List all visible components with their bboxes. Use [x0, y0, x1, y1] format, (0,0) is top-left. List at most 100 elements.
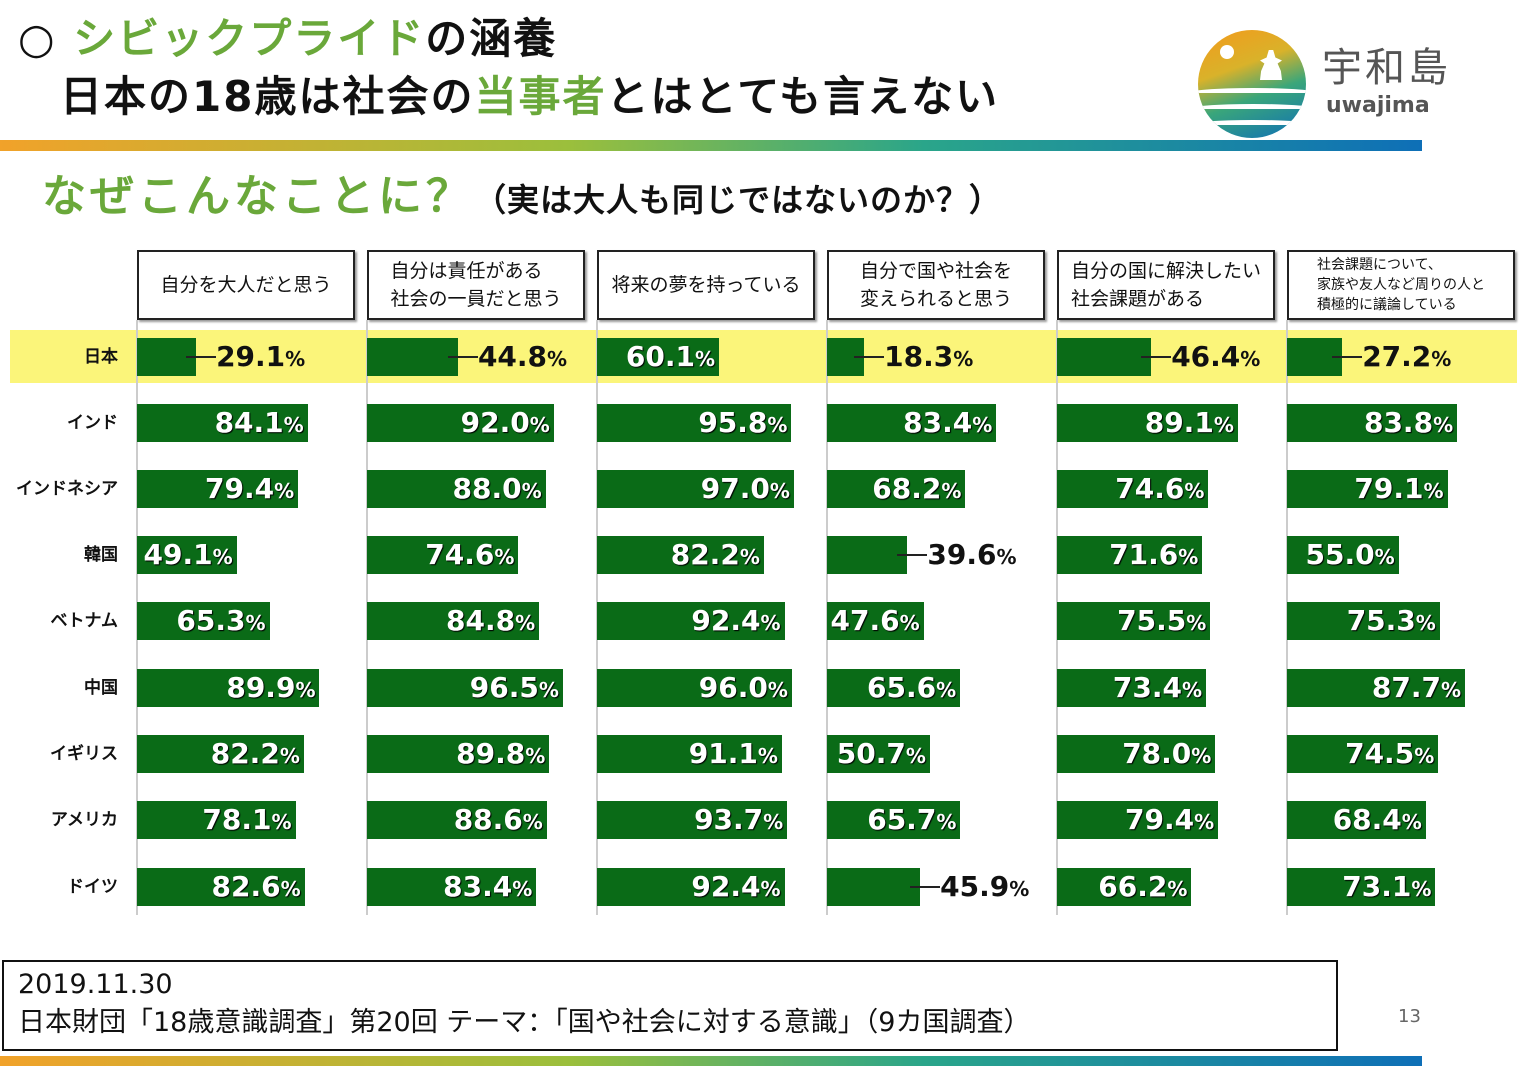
bar [597, 868, 785, 906]
bar [367, 669, 563, 707]
bar [827, 536, 908, 574]
data-label: 79.4% [1125, 803, 1215, 836]
header-line: 社会課題について、 [1317, 257, 1442, 273]
data-label: 82.2% [210, 737, 300, 770]
bar [1057, 404, 1238, 442]
data-label: 83.4% [443, 870, 533, 903]
page-number: 13 [1398, 1006, 1421, 1027]
bar [1287, 868, 1436, 906]
leader-line [186, 356, 217, 358]
bar [367, 404, 554, 442]
bar [827, 669, 961, 707]
header-line: 自分で国や社会を [859, 260, 1012, 282]
data-label: 65.6% [867, 671, 957, 704]
footer-divider [0, 1056, 1422, 1066]
data-label: 27.2% [1362, 340, 1452, 373]
slide-title-line2: 日本の18歳は社会の当事者とはとても言えない [60, 72, 999, 122]
row-label: 韓国 [84, 545, 118, 565]
bar [597, 735, 782, 773]
column-header: 自分の国に解決したい 社会課題がある [1057, 250, 1275, 320]
title-highlight: シビックプライド [73, 14, 426, 63]
leader-line [897, 554, 928, 556]
row-label: 中国 [84, 678, 118, 698]
bullet: ○ [18, 14, 74, 63]
data-label: 82.6% [211, 870, 301, 903]
data-label: 49.1% [143, 538, 233, 571]
data-label: 83.4% [903, 406, 993, 439]
data-label: 68.4% [1332, 803, 1422, 836]
data-label: 89.1% [1144, 406, 1234, 439]
logo-kanji: 宇和島 [1322, 45, 1451, 91]
bar [827, 602, 924, 640]
leader-line [1332, 356, 1363, 358]
data-label: 44.8% [477, 340, 568, 373]
row-label: ベトナム [50, 611, 119, 631]
header-divider [0, 140, 1422, 151]
header-line: 自分は責任がある [390, 260, 543, 282]
data-label: 92.0% [460, 406, 550, 439]
data-label: 55.0% [1305, 538, 1395, 571]
data-label: 39.6% [927, 538, 1017, 571]
data-label: 92.4% [691, 870, 781, 903]
bar [367, 338, 458, 376]
leader-line [1141, 356, 1172, 358]
header-line: 自分を大人だと思う [160, 274, 332, 296]
source-box: 2019.11.30 日本財団「18歳意識調査」第20回 テーマ：「国や社会に対… [2, 960, 1338, 1051]
data-label: 73.1% [1342, 870, 1432, 903]
bar [1287, 735, 1439, 773]
logo-roman: uwajima [1326, 93, 1430, 118]
data-label: 92.4% [691, 604, 781, 637]
data-label: 84.1% [214, 406, 304, 439]
bar [1287, 536, 1399, 574]
data-label: 74.5% [1345, 737, 1435, 770]
data-label: 65.7% [867, 803, 957, 836]
bar [137, 669, 320, 707]
column-header: 自分を大人だと思う [137, 250, 355, 320]
data-label: 97.0% [700, 472, 790, 505]
column-header-text: 自分を大人だと思う [160, 271, 331, 299]
bar [1057, 868, 1192, 906]
header-line: 自分の国に解決したい [1070, 260, 1261, 282]
bar [137, 801, 296, 839]
column-header-text: 自分の国に解決したい 社会課題がある [1071, 257, 1261, 313]
data-label: 79.1% [1354, 472, 1444, 505]
source-text: 日本財団「18歳意識調査」第20回 テーマ：「国や社会に対する意識」（9カ国調査… [18, 1007, 1031, 1038]
data-label: 47.6% [830, 604, 920, 637]
data-label: 87.7% [1371, 671, 1462, 704]
bar [1057, 735, 1216, 773]
bar [1287, 669, 1466, 707]
bar [1057, 338, 1152, 376]
column-header-text: 社会課題について、 家族や友人など周りの人と 積極的に議論している [1317, 255, 1485, 315]
row-label: ドイツ [67, 877, 118, 897]
leader-line [854, 356, 885, 358]
japan-highlight-row [10, 330, 1517, 383]
row-label: インド [67, 413, 118, 433]
column-header: 社会課題について、 家族や友人など周りの人と 積極的に議論している [1287, 250, 1515, 320]
data-label: 78.0% [1122, 737, 1212, 770]
bar [597, 404, 792, 442]
subtitle-question: なぜこんなことに？ [42, 171, 474, 222]
bar [1057, 470, 1209, 508]
bar [827, 735, 930, 773]
title-text: とはとても言えない [606, 72, 1000, 121]
data-label: 74.6% [425, 538, 515, 571]
column-header: 将来の夢を持っている [597, 250, 815, 320]
bar [827, 801, 961, 839]
data-label: 74.6% [1115, 472, 1205, 505]
row-label: アメリカ [50, 810, 118, 830]
bar [827, 470, 966, 508]
data-label: 29.1% [216, 340, 306, 373]
header-line: 積極的に議論している [1317, 297, 1457, 313]
bar [137, 735, 304, 773]
header-line: 変えられると思う [859, 288, 1012, 310]
column-header-text: 将来の夢を持っている [611, 271, 800, 299]
row-label: 日本 [84, 347, 118, 367]
data-label: 66.2% [1098, 870, 1188, 903]
data-label: 71.6% [1109, 538, 1199, 571]
leader-line [910, 886, 941, 888]
bar [367, 536, 519, 574]
data-label: 93.7% [694, 803, 784, 836]
data-label: 84.8% [446, 604, 536, 637]
data-label: 88.0% [452, 472, 542, 505]
bar [137, 404, 308, 442]
